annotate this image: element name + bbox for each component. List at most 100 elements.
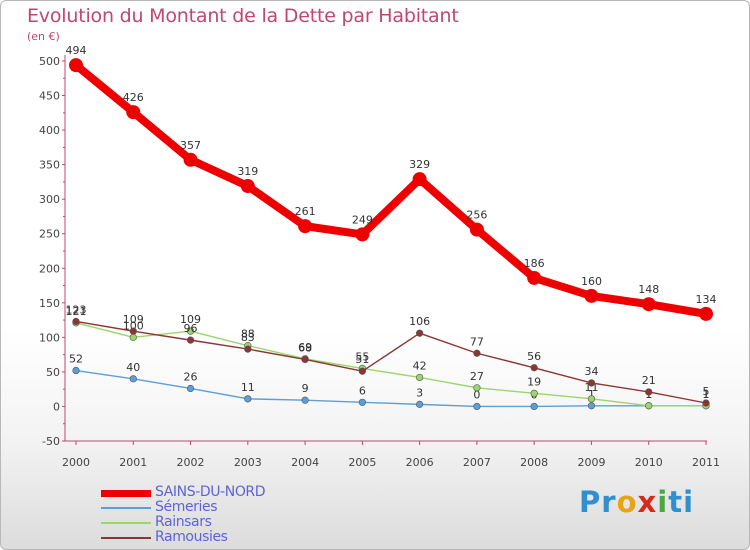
data-label: 26 xyxy=(184,370,198,383)
legend-swatch xyxy=(101,489,151,497)
x-tick-label: 2009 xyxy=(577,456,605,469)
series-line xyxy=(75,320,707,404)
y-tick-label: 100 xyxy=(39,331,60,344)
x-tick-label: 2011 xyxy=(692,456,720,469)
data-point xyxy=(530,364,538,372)
data-point xyxy=(587,395,596,403)
data-label: 256 xyxy=(466,209,487,222)
data-label: 5 xyxy=(703,385,710,398)
data-point xyxy=(72,317,80,326)
data-label: 51 xyxy=(355,353,369,366)
y-tick-label: 350 xyxy=(39,159,60,172)
y-tick-label: 200 xyxy=(39,262,60,275)
chart-unit: (en €) xyxy=(27,30,60,43)
legend-label: SAINS-DU-NORD xyxy=(155,484,266,500)
y-tick-label: 0 xyxy=(53,400,60,413)
data-label: 249 xyxy=(352,213,373,226)
data-point xyxy=(587,402,596,410)
data-label: 96 xyxy=(184,322,198,335)
data-label: 3 xyxy=(416,386,423,399)
x-tick-label: 2003 xyxy=(234,456,262,469)
x-tick-label: 2007 xyxy=(463,456,491,469)
data-label: 426 xyxy=(123,91,144,104)
data-label: 40 xyxy=(126,361,140,374)
data-point xyxy=(645,388,653,396)
data-point xyxy=(129,333,137,341)
y-tick-label: 250 xyxy=(39,228,60,241)
x-tick-label: 2008 xyxy=(520,456,548,469)
series-line xyxy=(75,322,707,407)
y-tick-label: 150 xyxy=(39,297,60,310)
chart-title: Evolution du Montant de la Dette par Hab… xyxy=(27,5,459,27)
data-point xyxy=(298,219,313,234)
data-point xyxy=(469,222,484,237)
data-label: 83 xyxy=(241,331,255,344)
data-point xyxy=(530,389,538,397)
data-point xyxy=(358,367,366,375)
data-label: 27 xyxy=(470,370,484,383)
data-point xyxy=(186,327,195,335)
data-label: 186 xyxy=(524,257,545,270)
legend-swatch xyxy=(101,507,151,509)
data-label: 494 xyxy=(66,44,87,57)
data-label: 121 xyxy=(66,305,87,318)
data-point xyxy=(473,349,481,357)
data-point xyxy=(301,396,309,404)
data-point xyxy=(72,366,80,375)
data-point xyxy=(186,336,195,344)
data-point xyxy=(358,398,366,406)
legend-swatch xyxy=(101,522,151,524)
data-point xyxy=(186,384,195,393)
data-label: 19 xyxy=(527,375,541,388)
y-tick-label: -50 xyxy=(42,435,60,448)
data-label: 88 xyxy=(241,328,255,341)
data-point xyxy=(69,58,83,73)
data-label: 56 xyxy=(527,350,541,363)
data-point xyxy=(129,375,137,383)
data-point xyxy=(416,373,424,382)
data-point xyxy=(699,306,713,321)
data-label: 106 xyxy=(409,315,430,328)
legend-label: Rainsars xyxy=(155,514,212,530)
data-label: 1 xyxy=(703,388,710,401)
y-tick-label: 500 xyxy=(39,55,60,68)
data-point xyxy=(530,402,538,411)
data-point xyxy=(301,355,309,364)
x-tick-label: 2001 xyxy=(119,456,147,469)
data-label: 357 xyxy=(180,139,201,152)
data-point xyxy=(527,270,542,285)
data-label: 1 xyxy=(588,388,595,401)
x-tick-label: 2005 xyxy=(348,456,376,469)
legend-label: Ramousies xyxy=(155,529,228,545)
y-tick-label: 300 xyxy=(39,193,60,206)
x-tick-label: 2006 xyxy=(406,456,434,469)
data-point xyxy=(240,179,255,194)
proxiti-logo: Proxiti xyxy=(579,485,695,519)
series-line xyxy=(72,61,710,318)
data-label: 160 xyxy=(581,275,602,288)
data-label: 134 xyxy=(696,293,717,306)
data-label: 123 xyxy=(66,303,87,316)
series-line xyxy=(75,369,707,408)
data-label: 77 xyxy=(470,335,484,348)
data-label: 148 xyxy=(638,283,659,296)
data-point xyxy=(473,384,481,392)
data-point xyxy=(416,329,424,337)
x-tick-label: 2010 xyxy=(635,456,663,469)
y-tick-label: 450 xyxy=(39,90,60,103)
data-point xyxy=(416,400,424,408)
x-tick-label: 2004 xyxy=(291,456,319,469)
x-tick-label: 2002 xyxy=(177,456,205,469)
x-tick-label: 2000 xyxy=(62,456,90,469)
data-point xyxy=(645,402,653,410)
data-label: 109 xyxy=(123,313,144,326)
legend-label: Sémeries xyxy=(155,499,218,515)
data-label: 69 xyxy=(298,341,312,354)
data-label: 261 xyxy=(295,205,316,218)
data-label: 34 xyxy=(584,365,598,378)
data-label: 1 xyxy=(703,388,710,401)
data-label: 11 xyxy=(241,381,255,394)
data-label: 329 xyxy=(409,158,430,171)
